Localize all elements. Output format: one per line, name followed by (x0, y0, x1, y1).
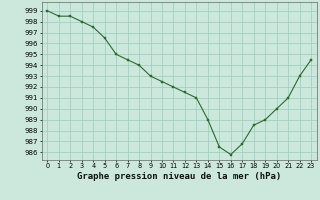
X-axis label: Graphe pression niveau de la mer (hPa): Graphe pression niveau de la mer (hPa) (77, 172, 281, 181)
